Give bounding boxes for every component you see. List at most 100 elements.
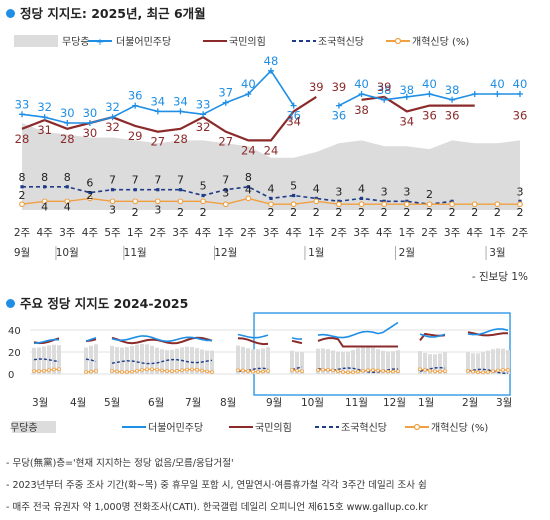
point-reform bbox=[494, 201, 501, 208]
series-line-rebuild bbox=[467, 368, 508, 374]
legend-label: 국민의힘 bbox=[229, 36, 266, 48]
point-reform bbox=[443, 369, 447, 373]
data-label-reform: 2 bbox=[358, 206, 365, 219]
bar-none bbox=[236, 345, 240, 374]
bar-none bbox=[295, 352, 299, 374]
point-reform bbox=[52, 367, 56, 372]
data-label-dem: 36 bbox=[332, 109, 347, 123]
bar-none bbox=[251, 349, 255, 374]
footnote-2: - 2023년부터 주중 조사 기간(화~목) 중 휴무일 포함 시, 연말연시… bbox=[6, 480, 427, 491]
data-label-reform: 2 bbox=[471, 206, 478, 219]
point-reform bbox=[396, 369, 400, 373]
x-tick-label: 7월 bbox=[185, 397, 201, 409]
data-label-ppp: 36 bbox=[513, 109, 528, 123]
data-label-dem: 33 bbox=[15, 97, 30, 111]
footnote-3: - 매주 전국 유권자 약 1,000명 전화조사(CATI). 한국갤럽 데일… bbox=[6, 502, 428, 513]
note-jinbo: - 진보당 1% bbox=[472, 271, 528, 283]
x-tick-label: 4주 bbox=[195, 227, 212, 239]
point-rebuild bbox=[110, 188, 115, 192]
series-line-dem bbox=[467, 328, 509, 336]
x-tick-label: 4주 bbox=[376, 227, 393, 239]
data-label-reform: 2 bbox=[403, 206, 410, 219]
data-label-reform: 4 bbox=[64, 200, 71, 213]
bar-none bbox=[366, 346, 370, 374]
bar-none bbox=[37, 347, 41, 374]
data-label-dem: 48 bbox=[264, 54, 279, 68]
y-tick-label: 40 bbox=[8, 326, 21, 337]
point-reform bbox=[491, 369, 495, 373]
data-label-ppp: 30 bbox=[83, 126, 98, 140]
bar-none bbox=[326, 349, 330, 374]
series-line-dem bbox=[33, 338, 60, 345]
point-reform bbox=[268, 201, 274, 208]
point-reform bbox=[290, 368, 294, 372]
bar-none bbox=[396, 350, 400, 374]
series-area-none bbox=[22, 123, 520, 210]
x-tick-label: 11월 bbox=[345, 397, 368, 409]
x-tick-label: 5주 bbox=[104, 227, 121, 239]
point-reform bbox=[471, 201, 478, 208]
x-tick-label: 10월 bbox=[301, 397, 324, 409]
point-reform bbox=[180, 368, 184, 373]
bar-none bbox=[165, 350, 169, 374]
x-tick-label: 2주 bbox=[14, 227, 31, 239]
bar-none bbox=[140, 343, 144, 374]
x-tick-label: 4주 bbox=[285, 227, 302, 239]
point-reform bbox=[42, 368, 46, 373]
point-dem bbox=[177, 108, 184, 115]
point-rebuild bbox=[337, 199, 341, 203]
point-reform bbox=[313, 198, 320, 205]
data-label-dem: 34 bbox=[150, 94, 165, 108]
legend-label: 더불어민주당 bbox=[116, 36, 171, 48]
legend-swatch-none bbox=[14, 35, 58, 47]
data-label-dem: 40 bbox=[422, 77, 437, 91]
data-label-dem: 37 bbox=[218, 86, 233, 100]
bar-none bbox=[351, 349, 355, 374]
bar-none bbox=[145, 344, 149, 374]
x-tick-label: 1주 bbox=[308, 227, 325, 239]
point-reform bbox=[177, 198, 184, 205]
bar-none bbox=[443, 351, 447, 374]
point-rebuild bbox=[65, 185, 69, 189]
data-label-dem: 38 bbox=[377, 83, 392, 97]
data-label-dem: 38 bbox=[445, 83, 460, 97]
data-label-rebuild: 3 bbox=[335, 185, 342, 198]
series-line-ppp bbox=[467, 331, 509, 337]
data-label-rebuild: 7 bbox=[177, 174, 184, 187]
bar-none bbox=[185, 346, 189, 374]
point-reform bbox=[241, 368, 245, 373]
bar-none bbox=[130, 345, 134, 374]
point-reform bbox=[300, 369, 304, 373]
point-reform bbox=[200, 198, 206, 205]
month-label: 10월 bbox=[56, 247, 79, 259]
point-reform bbox=[195, 367, 199, 372]
data-label-dem: 32 bbox=[105, 100, 120, 114]
legend-swatch-none bbox=[12, 421, 56, 433]
data-label-reform: 2 bbox=[86, 189, 93, 202]
point-reform bbox=[466, 369, 470, 373]
data-label-ppp: 36 bbox=[445, 109, 460, 123]
bar-none bbox=[381, 350, 385, 374]
point-dem bbox=[245, 91, 252, 97]
y-tick-label: 0 bbox=[8, 370, 14, 381]
point-reform bbox=[132, 198, 139, 205]
point-reform bbox=[155, 367, 159, 372]
point-reform bbox=[295, 368, 299, 373]
x-tick-label: 4주 bbox=[82, 227, 99, 239]
data-label-rebuild: 7 bbox=[109, 174, 116, 187]
point-rebuild bbox=[156, 188, 160, 192]
x-tick-label: 3주 bbox=[353, 227, 370, 239]
point-reform bbox=[245, 195, 252, 202]
bar-none bbox=[150, 345, 154, 374]
point-rebuild bbox=[43, 185, 47, 189]
bar-none bbox=[336, 351, 340, 374]
x-tick-label: 8월 bbox=[220, 397, 236, 409]
point-rebuild bbox=[20, 185, 24, 189]
bar-none bbox=[175, 348, 179, 374]
top-chart-title: 정당 지지도: 2025년, 최근 6개월 bbox=[6, 3, 206, 22]
bar-none bbox=[486, 350, 490, 374]
x-tick-label: 1주 bbox=[218, 227, 235, 239]
data-label-dem: 32 bbox=[37, 100, 52, 114]
x-tick-label: 3주 bbox=[172, 227, 189, 239]
legend-label: 조국혁신당 bbox=[318, 36, 364, 48]
